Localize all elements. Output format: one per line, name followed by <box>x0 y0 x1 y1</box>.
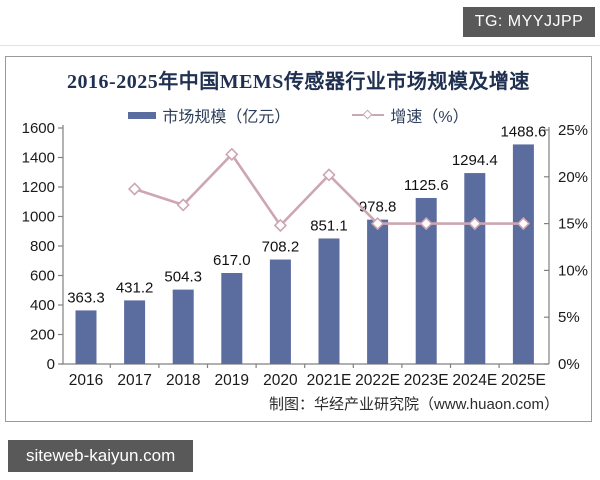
bar-value-label: 363.3 <box>67 289 105 306</box>
bar <box>318 238 340 364</box>
combo-chart-plot: 0 200 400 600 800 1000 1200 1400 1600 0% 5% 10% 15% 2… <box>22 120 588 389</box>
growth-marker-diamond <box>225 147 239 161</box>
growth-marker-diamond <box>322 168 336 182</box>
bar-value-label: 617.0 <box>213 252 251 269</box>
bar-value-label: 1294.4 <box>452 152 498 169</box>
bar-value-label: 851.1 <box>310 217 348 234</box>
bar-value-label: 431.2 <box>116 279 154 296</box>
legend-item-growth: 增速（%） <box>352 103 469 127</box>
growth-marker-diamond <box>419 216 433 231</box>
growth-marker-diamond <box>468 216 482 231</box>
tg-badge-label: TG: MYYJJPP <box>474 13 584 30</box>
left-axis-tick-label: 0 <box>47 356 55 373</box>
legend-label-market-size: 市场规模（亿元） <box>162 109 291 126</box>
bar <box>464 173 486 364</box>
right-axis-tick-label: 20% <box>558 169 588 186</box>
chart-panel: 2016-2025年中国MEMS传感器行业市场规模及增速 市场规模（亿元） 增速… <box>5 56 592 422</box>
legend-item-market-size: 市场规模（亿元） <box>128 103 290 127</box>
bar <box>75 310 97 364</box>
category-label: 2016 <box>69 372 103 389</box>
right-axis-tick-label: 5% <box>558 309 580 326</box>
category-label: 2018 <box>166 372 200 389</box>
site-watermark: siteweb-kaiyun.com <box>8 440 194 472</box>
bar <box>172 289 194 364</box>
site-watermark-label: siteweb-kaiyun.com <box>26 446 176 465</box>
chart-legend: 市场规模（亿元） 增速（%） <box>6 103 591 127</box>
bar-value-label: 1125.6 <box>404 177 449 194</box>
line-diamond-swatch-icon <box>352 109 385 121</box>
category-label: 2021E <box>307 372 352 389</box>
bar-swatch-icon <box>128 111 157 119</box>
bar-value-label: 708.2 <box>262 239 300 256</box>
left-axis-tick-label: 600 <box>30 268 55 285</box>
bar-value-label: 504.3 <box>164 269 202 286</box>
tg-badge: TG: MYYJJPP <box>463 7 595 37</box>
bar <box>124 300 146 364</box>
top-separator-line <box>0 45 600 46</box>
bar <box>512 144 534 364</box>
category-label: 2020 <box>263 372 298 389</box>
bar <box>415 197 437 364</box>
category-label: 2019 <box>215 372 249 389</box>
chart-title: 2016-2025年中国MEMS传感器行业市场规模及增速 <box>67 71 530 93</box>
category-label: 2017 <box>117 372 151 389</box>
bar <box>367 219 389 364</box>
left-axis-tick-label: 200 <box>30 327 55 344</box>
bar <box>269 259 291 364</box>
right-axis-tick-label: 15% <box>558 216 588 233</box>
bar <box>221 272 243 364</box>
growth-marker-diamond <box>176 198 190 212</box>
left-axis-tick-label: 800 <box>30 238 55 255</box>
growth-marker-diamond <box>127 182 142 196</box>
source-note: 制图：华经产业研究院（www.huaon.com） <box>268 396 559 413</box>
growth-marker-diamond <box>516 216 531 231</box>
right-axis-tick-label: 0% <box>558 356 580 373</box>
growth-marker-diamond <box>273 218 288 233</box>
category-label: 2024E <box>452 372 497 389</box>
category-label: 2023E <box>404 372 449 389</box>
bar-value-label: 978.8 <box>359 199 397 216</box>
category-label: 2025E <box>501 372 546 389</box>
right-axis-tick-label: 10% <box>558 262 588 279</box>
legend-label-growth: 增速（%） <box>390 109 469 126</box>
bar-value-label: 1488.6 <box>500 123 546 140</box>
category-label: 2022E <box>355 372 400 389</box>
left-axis-tick-label: 1400 <box>22 150 55 167</box>
left-axis-tick-label: 1200 <box>22 179 55 196</box>
left-axis-tick-label: 1600 <box>22 120 55 137</box>
left-axis-tick-label: 400 <box>30 297 55 314</box>
left-axis-tick-label: 1000 <box>22 209 55 226</box>
growth-marker-diamond <box>370 216 385 231</box>
right-axis-tick-label: 25% <box>558 122 588 139</box>
